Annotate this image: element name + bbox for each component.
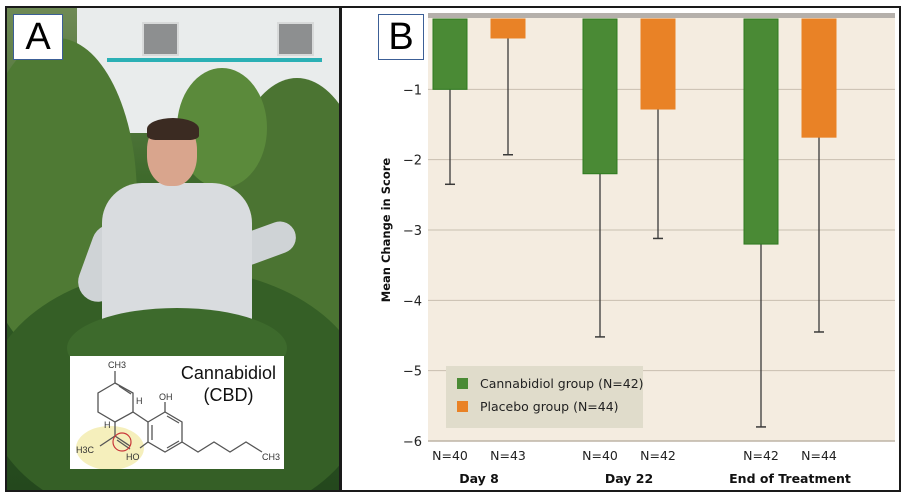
cbd-structure-box: CH3 H H OH H3C HO CH3 Cannabidiol (CBD) (70, 356, 284, 470)
panel-label-a: A (13, 14, 63, 60)
y-tick-label: −4 (403, 294, 422, 309)
person-hair (147, 118, 199, 140)
bar-placebo (640, 18, 676, 110)
legend-label-cannabidiol: Cannabidiol group (N=42) (480, 376, 644, 391)
y-axis-ticks: −1 −2 −3 −4 −5 −6 (403, 83, 422, 450)
y-axis-label: Mean Change in Score (379, 158, 393, 303)
n-label-placebo: N=43 (490, 448, 526, 463)
photo-panel-a: A (5, 6, 341, 492)
n-label-cannabidiol: N=40 (582, 448, 618, 463)
chart-panel-b: −1 −2 −3 −4 −5 −6 Mean Change in Score Cannab… (340, 6, 901, 492)
cbd-molecule-diagram: CH3 H H OH H3C HO CH3 (76, 360, 280, 470)
plot-top-band (428, 13, 895, 18)
n-label-placebo: N=42 (640, 448, 676, 463)
bar-cannabidiol (432, 18, 468, 90)
atom-label: HO (126, 452, 140, 462)
wall-window (142, 22, 179, 56)
category-label: End of Treatment (729, 471, 851, 486)
bar-cannabidiol (743, 18, 779, 245)
bars (432, 18, 837, 428)
legend-swatch-cannabidiol (457, 378, 468, 389)
n-label-placebo: N=44 (801, 448, 837, 463)
x-axis-labels: N=40 N=43 Day 8 N=40 N=42 Day 22 N=42 N=44 End o… (432, 448, 851, 486)
n-label-cannabidiol: N=40 (432, 448, 468, 463)
legend-background (446, 366, 643, 428)
panel-label-b: B (378, 14, 424, 60)
atom-label: H3C (76, 445, 95, 455)
atom-label: H (104, 420, 111, 430)
highlight-blob (76, 426, 144, 470)
bar-cannabidiol (582, 18, 618, 175)
legend-label-placebo: Placebo group (N=44) (480, 399, 619, 414)
atom-label: CH3 (108, 360, 126, 370)
category-label: Day 22 (605, 471, 653, 486)
bar-placebo (801, 18, 837, 138)
bar-chart: −1 −2 −3 −4 −5 −6 Mean Change in Score Cannab… (379, 13, 895, 486)
cbd-name: Cannabidiol (180, 363, 276, 383)
y-tick-label: −1 (403, 83, 422, 98)
category-label: Day 8 (459, 471, 499, 486)
y-tick-label: −2 (403, 154, 422, 169)
cbd-abbreviation: (CBD) (203, 385, 254, 405)
legend-swatch-placebo (457, 401, 468, 412)
n-label-cannabidiol: N=42 (743, 448, 779, 463)
highlight-circle (112, 432, 132, 452)
legend: Cannabidiol group (N=42) Placebo group (… (446, 366, 644, 428)
atom-label: CH3 (262, 452, 280, 462)
atom-label: OH (159, 392, 173, 402)
cbd-title: Cannabidiol (CBD) (181, 362, 276, 406)
bar-placebo (490, 18, 526, 39)
y-tick-label: −6 (403, 435, 422, 450)
teal-strip (107, 58, 322, 62)
y-tick-label: −5 (403, 365, 422, 380)
atom-label: H (136, 396, 143, 406)
y-tick-label: −3 (403, 224, 422, 239)
wall-window (277, 22, 314, 56)
